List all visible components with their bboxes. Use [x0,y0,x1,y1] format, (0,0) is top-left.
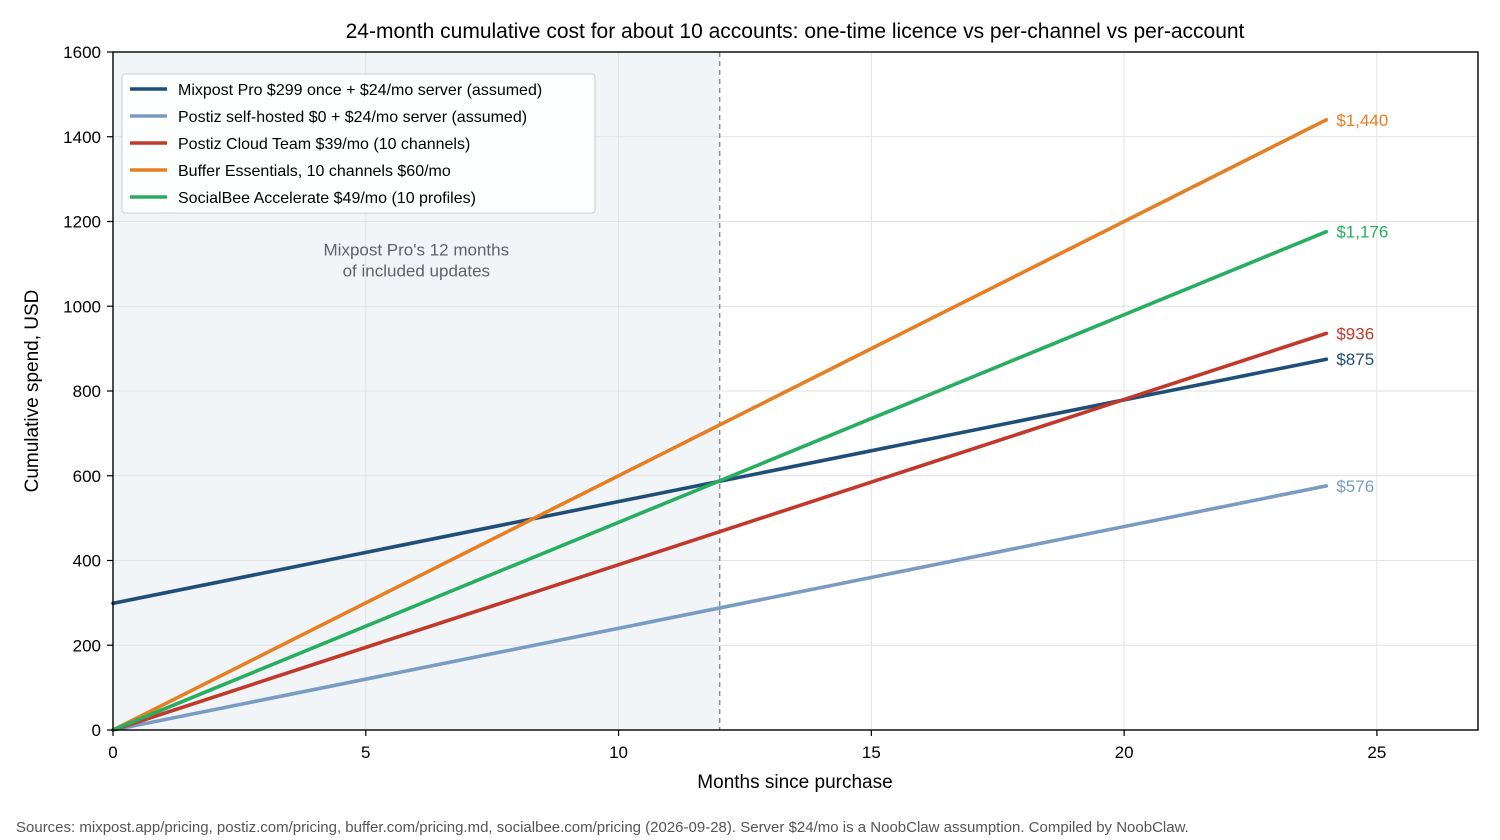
y-tick-label: 1400 [63,128,101,147]
series-layer [111,118,1329,732]
end-value-label: $936 [1336,324,1374,343]
legend-label: Buffer Essentials, 10 channels $60/mo [178,163,451,180]
end-value-label: $1,176 [1336,223,1388,242]
legend-label: SocialBee Accelerate $49/mo (10 profiles… [178,190,476,207]
y-tick-label: 1200 [63,213,101,232]
x-tick-label: 25 [1367,743,1386,762]
legend-box [121,73,596,214]
legend-label: Postiz Cloud Team $39/mo (10 channels) [178,136,470,153]
y-tick-label: 0 [92,721,101,740]
series-line [111,118,1329,732]
end-value-label: $875 [1336,350,1374,369]
y-tick-label: 1600 [63,43,101,62]
legend-label: Postiz self-hosted $0 + $24/mo server (a… [178,109,527,126]
source-note: Sources: mixpost.app/pricing, postiz.com… [16,819,1189,836]
end-value-label: $576 [1336,477,1374,496]
x-tick-label: 5 [361,743,370,762]
updates-annotation-line: Mixpost Pro's 12 months [324,240,510,259]
x-tick-label: 10 [609,743,628,762]
legend: Mixpost Pro $299 once + $24/mo server (a… [121,73,596,214]
y-tick-label: 600 [73,467,101,486]
axis-layer: 0 5 10 15 20 25 0 200 400 600 800 1000 1200 1400 1600 [63,43,1479,762]
y-tick-label: 400 [73,552,101,571]
updates-annotation-line: of included updates [343,261,490,280]
series-line [111,331,1329,732]
x-tick-label: 15 [862,743,881,762]
chart-title: 24-month cumulative cost for about 10 ac… [346,20,1245,43]
x-tick-label: 0 [108,743,117,762]
series-line [111,229,1329,732]
y-axis-title: Cumulative spend, USD [22,290,43,493]
y-tick-label: 200 [73,636,101,655]
series-line [111,484,1329,732]
legend-label: Mixpost Pro $299 once + $24/mo server (a… [178,82,542,99]
x-axis-title: Months since purchase [697,772,892,793]
y-tick-label: 800 [73,382,101,401]
x-tick-label: 20 [1115,743,1134,762]
y-tick-label: 1000 [63,297,101,316]
end-value-label: $1,440 [1336,111,1388,130]
label-layer: Mixpost Pro's 12 months of included updat… [324,111,1389,496]
